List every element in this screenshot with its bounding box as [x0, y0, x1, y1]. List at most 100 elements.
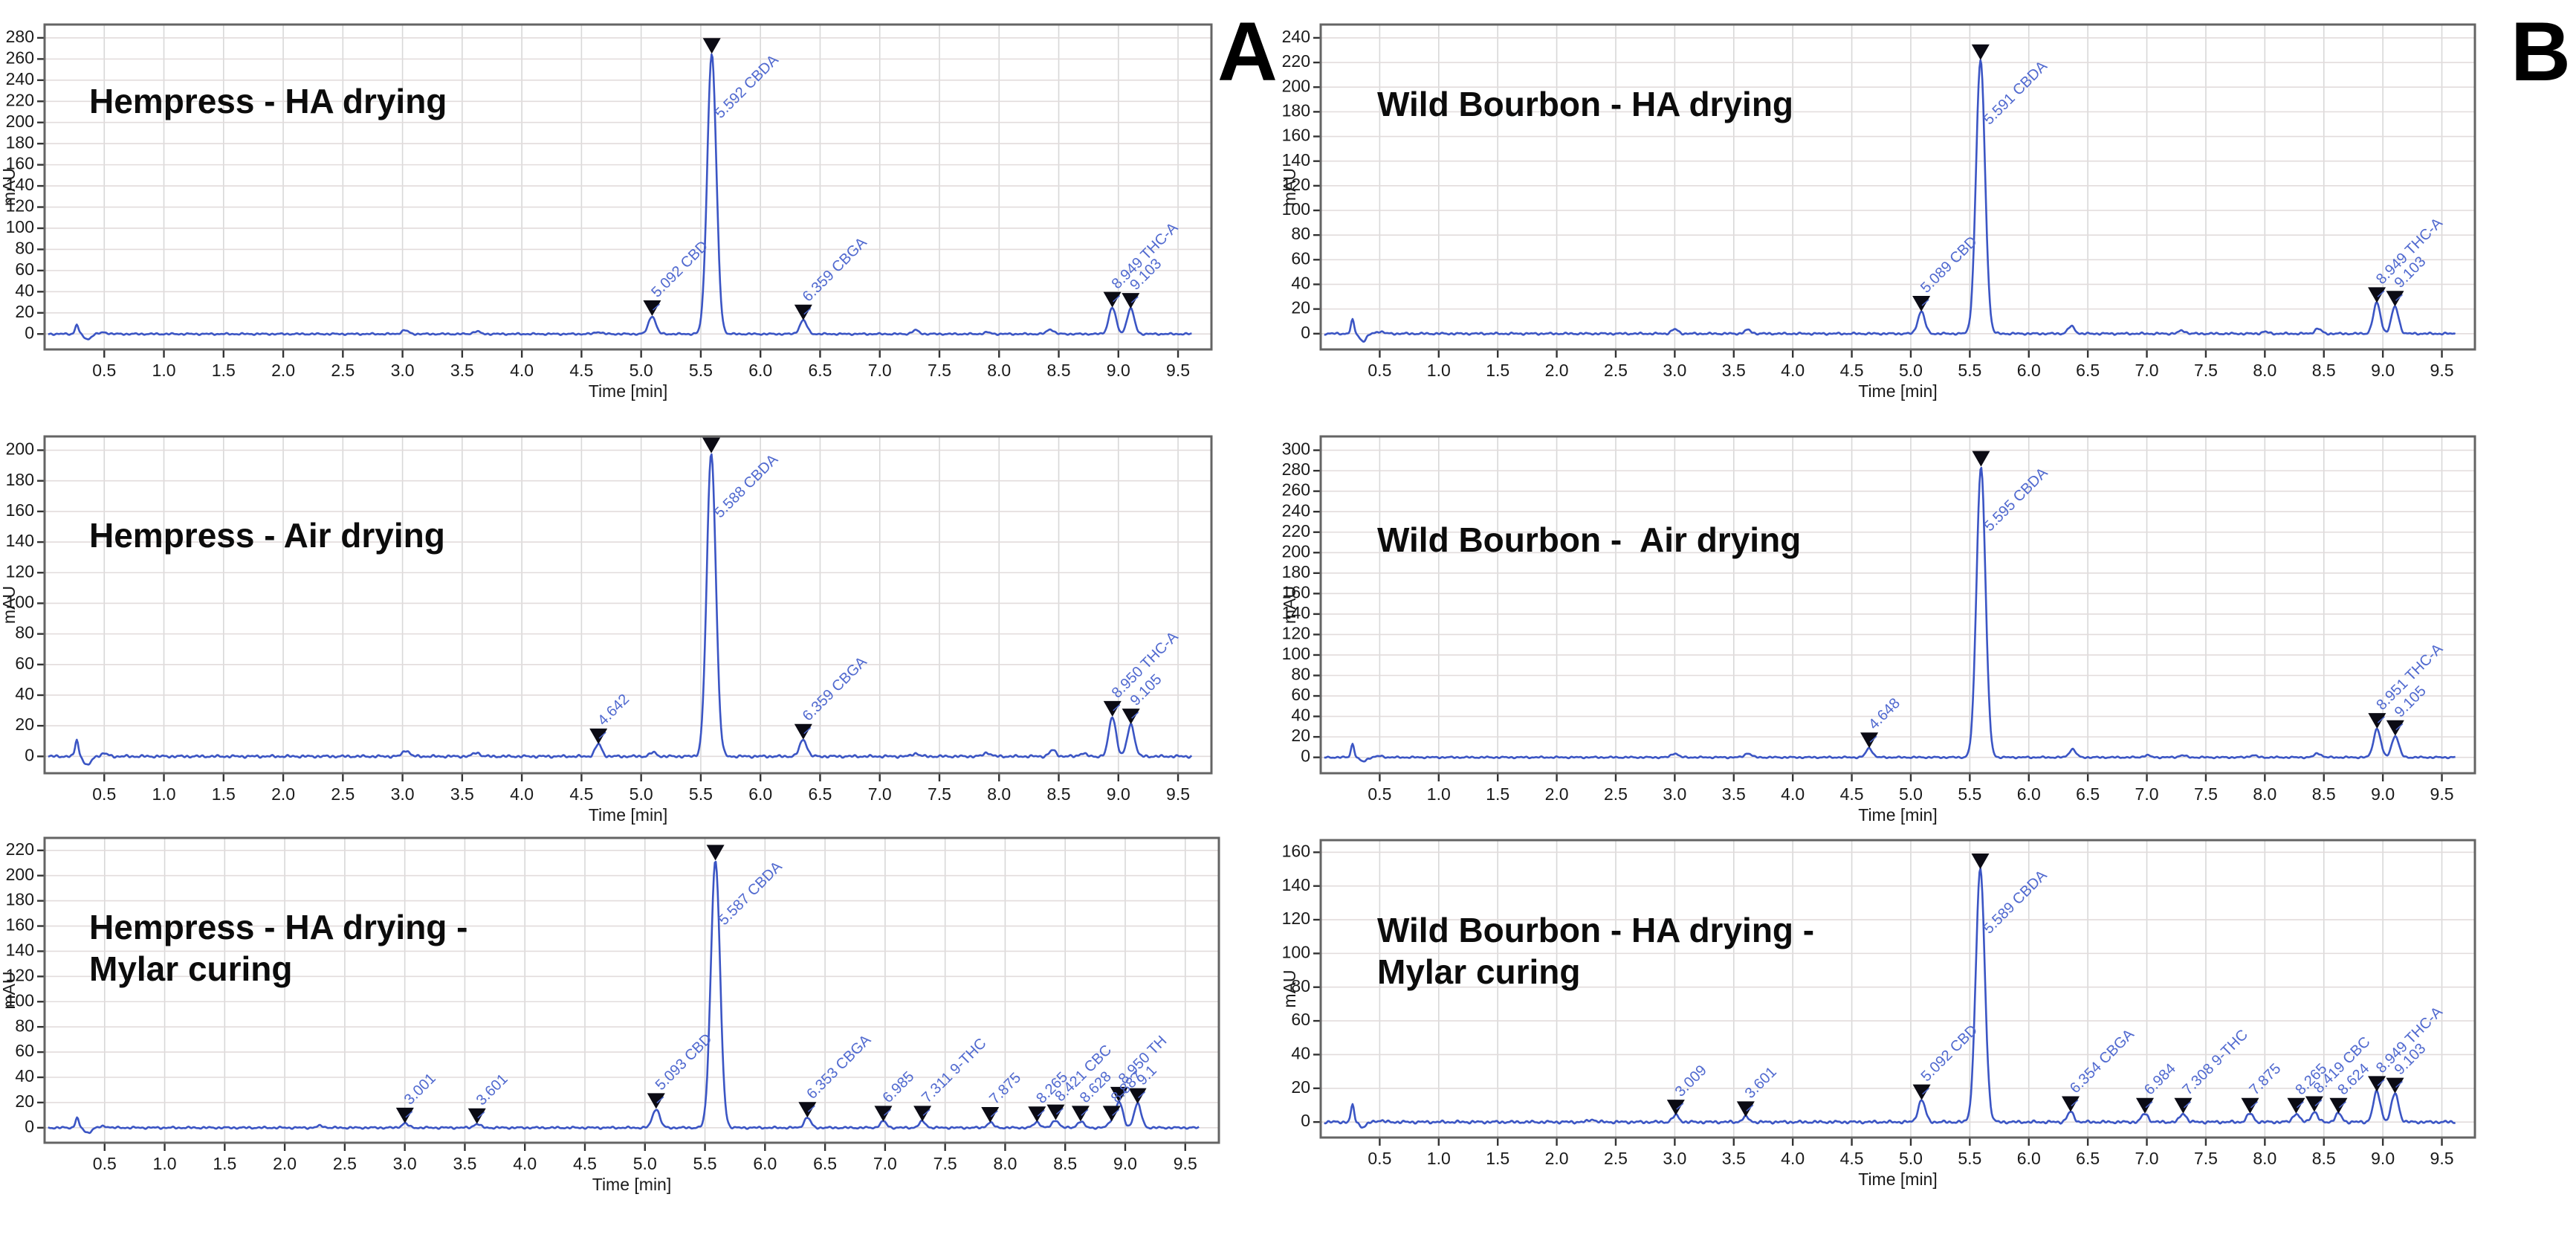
svg-text:8.5: 8.5: [1053, 1154, 1077, 1173]
svg-text:100: 100: [6, 217, 34, 236]
peak-marker: [702, 38, 721, 54]
svg-text:1.0: 1.0: [152, 784, 176, 804]
svg-text:5.0: 5.0: [630, 784, 653, 804]
peak-marker: [1912, 295, 1931, 312]
peak-marker: [2241, 1097, 2259, 1114]
svg-text:4.0: 4.0: [513, 1154, 537, 1173]
plot-canvas: 0 20 40 60 80 100 120 140 160 0.5 1.0 1.5 2.0 2.5 3.0 3…: [1280, 839, 2476, 1189]
svg-text:40: 40: [15, 684, 34, 703]
svg-text:6.0: 6.0: [2017, 1149, 2041, 1168]
svg-text:9.0: 9.0: [2371, 784, 2395, 804]
svg-text:6.0: 6.0: [748, 361, 772, 380]
svg-text:7.0: 7.0: [2135, 361, 2159, 380]
chromatogram-hempress-air-drying: 0 20 40 60 80 100 120 140 160 180 200 0.5 1.0 1.5 2.0 2…: [0, 410, 1288, 825]
svg-text:20: 20: [15, 714, 34, 734]
svg-text:160: 160: [6, 915, 34, 935]
svg-text:20: 20: [15, 302, 34, 321]
svg-text:7.5: 7.5: [2194, 784, 2218, 804]
svg-text:200: 200: [6, 439, 34, 459]
svg-text:7.0: 7.0: [868, 361, 892, 380]
svg-text:180: 180: [6, 470, 34, 489]
svg-text:5.5: 5.5: [689, 361, 713, 380]
peak-markers: [1912, 44, 2404, 312]
svg-text:300: 300: [1282, 439, 1310, 459]
svg-text:4.0: 4.0: [510, 361, 534, 380]
svg-text:3.0: 3.0: [391, 361, 415, 380]
plot-background: [45, 838, 1219, 1143]
svg-text:160: 160: [1282, 841, 1310, 860]
svg-text:0: 0: [25, 745, 34, 764]
svg-text:100: 100: [1282, 199, 1310, 219]
peak-marker: [1028, 1106, 1046, 1123]
svg-text:2.5: 2.5: [331, 361, 355, 380]
axis-frame: [43, 435, 1213, 775]
svg-text:180: 180: [6, 890, 34, 909]
svg-text:8.5: 8.5: [2312, 361, 2336, 380]
svg-text:3.0: 3.0: [391, 784, 415, 804]
svg-text:140: 140: [1282, 875, 1310, 894]
svg-text:9.0: 9.0: [2371, 1149, 2395, 1168]
svg-text:7.0: 7.0: [2135, 784, 2159, 804]
svg-text:180: 180: [1282, 562, 1310, 581]
peak-marker: [702, 437, 721, 454]
chart-title: Wild Bourbon - HA drying: [1377, 85, 1794, 123]
svg-text:3.0: 3.0: [1663, 784, 1686, 804]
svg-text:7.5: 7.5: [928, 361, 951, 380]
svg-text:160: 160: [1282, 582, 1310, 601]
svg-text:4.0: 4.0: [1781, 361, 1805, 380]
svg-text:0: 0: [25, 1117, 34, 1136]
chart-title: Wild Bourbon - Air drying: [1377, 520, 1802, 559]
svg-text:2.5: 2.5: [333, 1154, 357, 1173]
peak-marker: [2136, 1097, 2155, 1114]
plot-canvas: 0204060801001201401601802002202402602803…: [1280, 435, 2476, 825]
svg-text:7.5: 7.5: [933, 1154, 957, 1173]
svg-text:1.0: 1.0: [1427, 1149, 1451, 1168]
svg-text:0.5: 0.5: [92, 361, 116, 380]
x-axis-title: Time [min]: [1858, 381, 1938, 401]
svg-text:2.0: 2.0: [271, 784, 295, 804]
peak-marker: [874, 1106, 893, 1122]
peak-marker: [589, 728, 608, 744]
svg-text:1.5: 1.5: [1486, 361, 1509, 380]
y-axis-title: mAU: [1280, 168, 1299, 206]
x-axis-title: Time [min]: [1858, 805, 1938, 825]
svg-text:5.5: 5.5: [689, 784, 713, 804]
svg-text:220: 220: [1282, 521, 1310, 541]
svg-text:4.5: 4.5: [569, 784, 593, 804]
svg-text:0.5: 0.5: [92, 784, 116, 804]
peak-marker: [395, 1107, 414, 1123]
signal-trace: [48, 453, 1193, 766]
svg-text:1.0: 1.0: [152, 361, 176, 380]
svg-text:1.5: 1.5: [213, 1154, 236, 1173]
peak-markers: [395, 845, 1147, 1124]
svg-text:220: 220: [1282, 51, 1310, 71]
axis-frame: [43, 23, 1213, 351]
plot-canvas: 0 20 40 60 80 100 120 140 160 180 200 220 0.5 1.0 1.5 2…: [0, 836, 1220, 1194]
chromatogram-wild-bourbon-ha-drying-mylar-curing: 0 20 40 60 80 100 120 140 160 0.5 1.0 1.5 2.0 2.5 3.0 3…: [1280, 814, 2576, 1255]
svg-text:20: 20: [1291, 1077, 1310, 1097]
svg-text:80: 80: [1291, 224, 1310, 243]
svg-text:220: 220: [6, 90, 34, 109]
svg-text:3.5: 3.5: [450, 361, 474, 380]
svg-text:9.0: 9.0: [2371, 361, 2395, 380]
svg-text:160: 160: [6, 154, 34, 173]
svg-text:20: 20: [1291, 726, 1310, 745]
svg-text:3.5: 3.5: [1722, 1149, 1746, 1168]
axis-frame: [1319, 839, 2476, 1139]
svg-text:5.5: 5.5: [693, 1154, 717, 1173]
svg-text:240: 240: [1282, 500, 1310, 520]
svg-text:8.0: 8.0: [987, 784, 1011, 804]
x-axis-title: Time [min]: [1858, 1169, 1938, 1189]
peak-marker: [2386, 291, 2404, 307]
svg-text:2.5: 2.5: [1604, 1149, 1628, 1168]
svg-text:3.5: 3.5: [450, 784, 474, 804]
svg-text:7.5: 7.5: [2194, 361, 2218, 380]
svg-text:0.5: 0.5: [1368, 784, 1391, 804]
svg-text:60: 60: [15, 259, 34, 279]
chart-title: Hempress - HA drying: [89, 82, 447, 120]
plot-background: [1321, 25, 2475, 349]
svg-text:5.5: 5.5: [1958, 784, 1981, 804]
svg-text:8.5: 8.5: [2312, 1149, 2336, 1168]
